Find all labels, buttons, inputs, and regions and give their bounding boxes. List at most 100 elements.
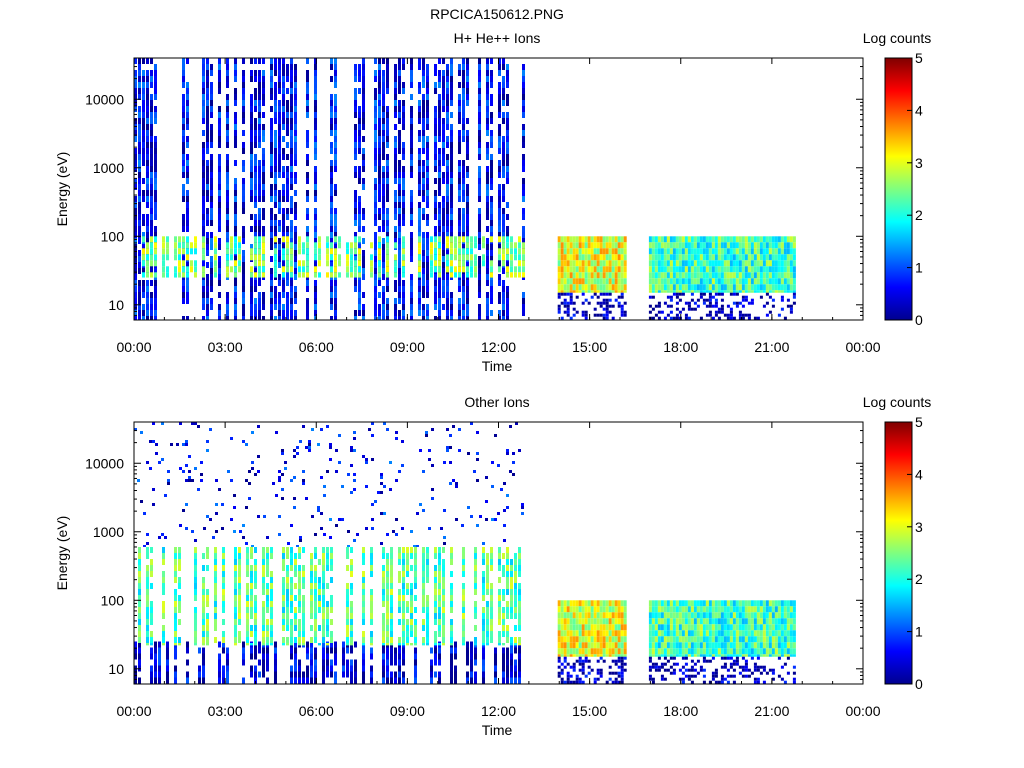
spectrogram-cell [362,316,365,320]
spectrogram-cell [684,266,688,273]
spectrogram-cell [410,232,413,238]
spectrogram-cell [382,238,385,244]
spectrogram-cell [506,118,509,124]
spectrogram-cell [462,316,465,320]
spectrogram-cell [681,290,685,293]
spectrogram-cell [735,284,739,291]
spectrogram-cell [164,536,167,539]
spectrogram-cell [226,226,229,232]
spectrogram-cell [146,272,149,278]
spectrogram-cell [134,653,137,660]
spectrogram-cell [410,148,413,154]
spectrogram-cell [206,553,209,559]
spectrogram-cell [374,148,377,154]
spectrogram-cell [334,292,337,298]
spectrogram-cell [382,70,385,76]
spectrogram-cell [334,220,337,226]
spectrogram-cell [290,637,293,643]
spectrogram-cell [346,272,349,278]
spectrogram-cell [354,130,357,136]
spectrogram-cell [426,256,429,262]
spectrogram-cell [182,214,185,220]
spectrogram-cell [422,310,425,316]
spectrogram-cell [666,266,670,273]
spectrogram-cell [434,286,437,292]
spectrogram-cell [206,100,209,106]
spectrogram-cell [502,292,505,298]
spectrogram-cell [506,236,509,243]
spectrogram-cell [502,236,505,243]
spectrogram-cell [152,488,155,491]
spectrogram-cell [563,248,567,255]
spectrogram-cell [402,643,405,646]
spectrogram-cell [666,248,670,255]
spectrogram-cell [486,262,489,268]
spectrogram-cell [398,559,401,565]
spectrogram-cell [566,278,570,285]
spectrogram-cell [142,292,145,298]
spectrogram-cell [560,292,564,296]
spectrogram-cell [438,106,441,112]
spectrogram-cell [374,220,377,226]
spectrogram-cell [218,268,221,274]
spectrogram-cell [282,94,285,100]
spectrogram-cell [166,254,169,261]
spectrogram-cell [462,619,465,625]
spectrogram-cell [648,242,652,249]
spectrogram-cell [438,190,441,196]
spectrogram-cell [693,236,697,243]
spectrogram-cell [322,559,325,565]
spectrogram-cell [584,272,588,279]
spectrogram-cell [274,178,277,184]
spectrogram-cell [494,659,497,666]
spectrogram-cell [569,254,573,261]
spectrogram-cell [274,64,277,70]
spectrogram-cell [426,262,429,268]
spectrogram-cell [218,76,221,82]
spectrogram-cell [708,284,712,291]
spectrogram-cell [581,301,585,305]
spectrogram-cell [234,94,237,100]
spectrogram-cell [765,290,769,293]
spectrogram-cell [202,254,205,261]
spectrogram-cell [510,254,513,261]
spectrogram-cell [150,196,153,202]
spectrogram-cell [581,242,585,249]
spectrogram-cell [150,178,153,184]
spectrogram-cell [314,589,317,595]
spectrogram-cell [378,106,381,112]
spectrogram-cell [202,106,205,112]
spectrogram-cell [506,613,509,619]
spectrogram-cell [278,160,281,166]
spectrogram-cell [174,266,177,273]
spectrogram-cell [608,304,612,308]
spectrogram-cell [362,154,365,160]
spectrogram-cell [705,284,709,291]
spectrogram-cell [286,208,289,214]
spectrogram-cell [430,659,433,666]
spectrogram-cell [270,220,273,226]
spectrogram-cell [282,286,285,292]
spectrogram-cell [374,262,377,268]
spectrogram-cell [254,595,257,601]
spectrogram-cell [358,130,361,136]
spectrogram-cell [238,565,241,571]
spectrogram-cell [699,236,703,243]
spectrogram-cell [306,142,309,148]
spectrogram-cell [514,643,517,646]
spectrogram-cell [486,172,489,178]
spectrogram-cell [442,304,445,310]
spectrogram-cell [350,671,353,678]
spectrogram-cell [286,106,289,112]
spectrogram-cell [350,677,353,684]
spectrogram-cell [450,208,453,214]
spectrogram-cell [442,106,445,112]
spectrogram-cell [563,304,567,308]
spectrogram-cell [294,607,297,613]
spectrogram-cell [370,272,373,278]
spectrogram-cell [672,248,676,255]
spectrogram-cell [278,124,281,130]
spectrogram-cell [414,547,417,553]
spectrogram-cell [242,659,245,666]
spectrogram-cell [693,284,697,291]
